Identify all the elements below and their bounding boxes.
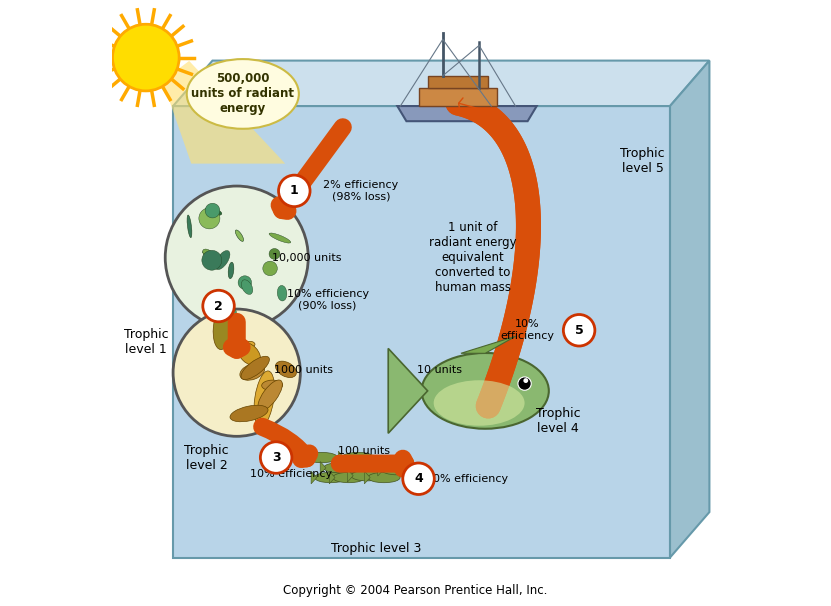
- Text: 3: 3: [272, 451, 280, 464]
- Ellipse shape: [374, 455, 406, 466]
- Polygon shape: [378, 464, 383, 476]
- Text: 10,000 units: 10,000 units: [272, 253, 342, 262]
- Polygon shape: [388, 348, 428, 433]
- Text: Trophic level 3: Trophic level 3: [331, 542, 421, 555]
- Ellipse shape: [323, 462, 356, 473]
- Ellipse shape: [229, 262, 234, 279]
- Polygon shape: [353, 462, 359, 474]
- Ellipse shape: [262, 380, 283, 390]
- Text: 1000 units: 1000 units: [274, 365, 333, 375]
- Ellipse shape: [203, 249, 217, 262]
- Ellipse shape: [187, 215, 192, 238]
- Circle shape: [403, 463, 435, 494]
- Polygon shape: [365, 471, 370, 484]
- Circle shape: [563, 315, 595, 346]
- Ellipse shape: [315, 472, 347, 483]
- Text: 500,000
units of radiant
energy: 500,000 units of radiant energy: [191, 73, 294, 115]
- Circle shape: [524, 378, 529, 383]
- Ellipse shape: [421, 353, 548, 429]
- Polygon shape: [428, 76, 489, 88]
- Circle shape: [263, 261, 278, 276]
- Ellipse shape: [276, 361, 297, 378]
- Ellipse shape: [215, 250, 230, 270]
- Ellipse shape: [241, 356, 269, 379]
- Polygon shape: [338, 451, 344, 464]
- Polygon shape: [320, 462, 326, 474]
- Polygon shape: [371, 454, 376, 467]
- Text: 1: 1: [290, 184, 298, 198]
- Circle shape: [518, 377, 531, 390]
- Ellipse shape: [187, 59, 299, 129]
- Polygon shape: [173, 61, 710, 106]
- Polygon shape: [419, 88, 497, 106]
- Ellipse shape: [240, 341, 255, 350]
- Ellipse shape: [342, 452, 374, 463]
- Text: 10% efficiency
(90% loss): 10% efficiency (90% loss): [287, 289, 369, 311]
- Polygon shape: [163, 61, 285, 164]
- Text: 4: 4: [414, 472, 423, 485]
- Text: 10% efficiency: 10% efficiency: [426, 474, 508, 484]
- Text: Copyright © 2004 Pearson Prentice Hall, Inc.: Copyright © 2004 Pearson Prentice Hall, …: [283, 584, 548, 598]
- Circle shape: [112, 24, 179, 91]
- Text: 1 unit of
radiant energy
equivalent
converted to
human mass: 1 unit of radiant energy equivalent conv…: [430, 221, 517, 294]
- Ellipse shape: [258, 380, 283, 411]
- Ellipse shape: [235, 230, 243, 241]
- Polygon shape: [397, 106, 537, 121]
- Circle shape: [203, 290, 234, 322]
- Ellipse shape: [306, 452, 337, 463]
- Polygon shape: [670, 61, 710, 558]
- Ellipse shape: [278, 285, 287, 301]
- Polygon shape: [311, 471, 317, 484]
- Circle shape: [218, 304, 236, 322]
- Circle shape: [269, 248, 280, 259]
- Ellipse shape: [241, 280, 253, 295]
- Polygon shape: [302, 451, 307, 464]
- Text: Trophic
level 2: Trophic level 2: [184, 444, 229, 471]
- Ellipse shape: [204, 208, 222, 216]
- Circle shape: [260, 442, 292, 473]
- Ellipse shape: [332, 472, 365, 483]
- Ellipse shape: [240, 364, 264, 380]
- Circle shape: [165, 186, 308, 329]
- Ellipse shape: [434, 381, 524, 425]
- Circle shape: [278, 175, 310, 207]
- Polygon shape: [461, 336, 515, 353]
- Ellipse shape: [238, 342, 260, 365]
- Polygon shape: [329, 471, 335, 484]
- Ellipse shape: [381, 464, 414, 475]
- Text: 100 units: 100 units: [338, 447, 390, 456]
- Text: 10% efficiency: 10% efficiency: [250, 469, 332, 479]
- Ellipse shape: [254, 371, 274, 427]
- Ellipse shape: [368, 472, 400, 483]
- Polygon shape: [173, 106, 670, 558]
- Circle shape: [238, 276, 252, 289]
- Ellipse shape: [351, 470, 383, 481]
- Text: Trophic
level 1: Trophic level 1: [124, 328, 168, 356]
- Ellipse shape: [269, 233, 291, 243]
- Text: 2% efficiency
(98% loss): 2% efficiency (98% loss): [323, 180, 399, 202]
- Text: 10 units: 10 units: [417, 365, 462, 375]
- Ellipse shape: [203, 251, 219, 264]
- Circle shape: [202, 250, 222, 270]
- Circle shape: [199, 208, 220, 229]
- Text: 2: 2: [214, 299, 223, 313]
- Ellipse shape: [230, 405, 268, 422]
- Text: 5: 5: [575, 324, 583, 337]
- Text: Trophic
level 4: Trophic level 4: [536, 407, 580, 435]
- Text: 10%
efficiency: 10% efficiency: [500, 319, 554, 341]
- Text: Trophic
level 5: Trophic level 5: [621, 147, 665, 175]
- Polygon shape: [347, 470, 353, 482]
- Ellipse shape: [357, 462, 389, 473]
- Circle shape: [173, 309, 300, 436]
- Circle shape: [205, 203, 220, 218]
- Ellipse shape: [214, 307, 232, 350]
